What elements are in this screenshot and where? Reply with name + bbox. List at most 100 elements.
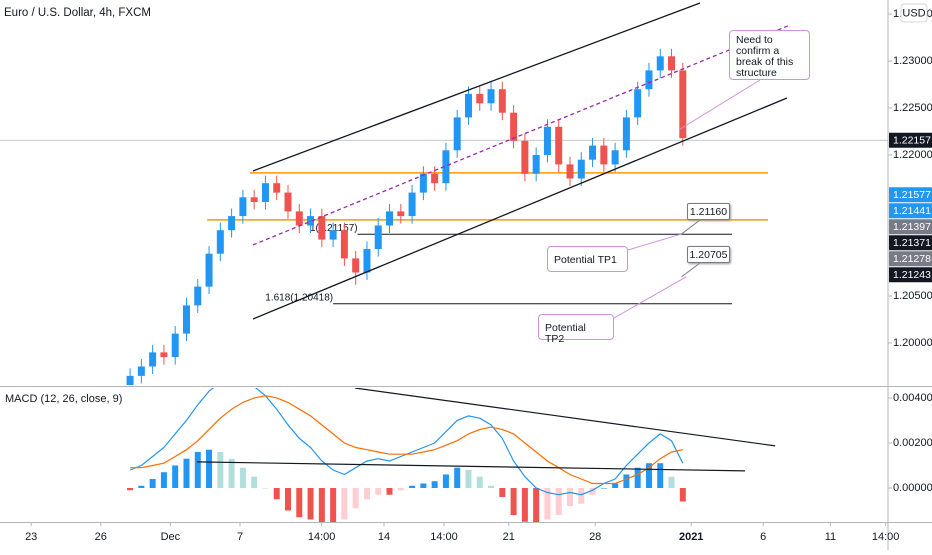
candle-body: [194, 286, 202, 306]
histogram-bar: [510, 487, 517, 516]
histogram-bar: [341, 487, 348, 520]
price-tag: [889, 267, 932, 283]
callout-pointer: [678, 79, 761, 131]
histogram-bar: [612, 483, 619, 488]
candle-body: [386, 211, 394, 226]
candle-body: [577, 159, 585, 179]
candle-body: [634, 89, 642, 118]
histogram-bar: [533, 487, 540, 522]
y-tick-label: 1.20500: [893, 290, 932, 302]
candle-body: [205, 253, 213, 287]
macd-trendline: [197, 461, 745, 472]
candle-body: [453, 117, 461, 151]
candle-body: [589, 145, 597, 160]
currency-label[interactable]: USD: [902, 7, 925, 19]
candle-body: [295, 211, 303, 226]
histogram-bar: [262, 487, 269, 489]
histogram-bar: [623, 474, 630, 488]
histogram-bar: [149, 478, 156, 488]
macd-pane: [127, 388, 776, 522]
histogram-bar: [465, 469, 472, 488]
x-tick-label: 11: [825, 531, 836, 543]
x-tick-label: 14:00: [872, 531, 900, 543]
candle-body: [487, 89, 495, 104]
histogram-bar: [273, 487, 280, 500]
histogram-bar: [600, 487, 607, 489]
candle-body: [566, 164, 574, 179]
x-tick-label: 2021: [679, 531, 703, 543]
histogram-bar: [454, 467, 461, 488]
histogram-bar: [160, 472, 167, 488]
histogram-bar: [138, 485, 145, 488]
histogram-bar: [578, 487, 585, 504]
histogram-bar: [206, 449, 213, 488]
price-tag: [889, 235, 932, 251]
histogram-bar: [330, 487, 337, 522]
candle-body: [239, 197, 247, 217]
x-tick-label: 14:00: [308, 531, 336, 543]
candle-body: [419, 173, 427, 193]
histogram-bar: [228, 458, 235, 488]
candle-body: [273, 183, 281, 193]
candle-body: [216, 230, 224, 254]
callout-box: Need to confirm a break of this structur…: [729, 30, 810, 80]
histogram-bar: [634, 467, 641, 488]
histogram-bar: [476, 476, 483, 488]
candle-body: [645, 70, 653, 90]
price-tag: [889, 251, 932, 267]
x-tick-label: 6: [760, 531, 766, 543]
candle-body: [611, 150, 619, 165]
x-tick-label: 28: [589, 531, 601, 543]
histogram-bar: [420, 483, 427, 488]
callout-box: 1.21160: [687, 203, 730, 220]
candle-body: [307, 216, 315, 226]
candle-body: [555, 126, 563, 165]
callout-box: 1.20705: [687, 246, 730, 263]
candle-body: [464, 93, 472, 118]
signal-line: [130, 395, 683, 485]
candle-body: [171, 333, 179, 358]
histogram-bar: [544, 487, 551, 520]
candle-body: [329, 230, 337, 240]
candle-body: [600, 145, 608, 165]
candle-body: [622, 117, 630, 151]
histogram-bar: [352, 487, 359, 509]
candle-body: [397, 211, 405, 217]
histogram-bar: [296, 487, 303, 518]
histogram-bar: [183, 458, 190, 488]
histogram-bar: [555, 487, 562, 516]
candle-body: [408, 192, 416, 217]
callout-pointer: [681, 262, 701, 278]
callout-pointer: [613, 276, 687, 319]
fib-label: 1(1.21157): [310, 223, 358, 234]
candle-body: [510, 112, 518, 141]
histogram-bar: [397, 487, 404, 491]
candle-body: [679, 70, 687, 139]
histogram-bar: [442, 474, 449, 488]
histogram-bar: [375, 487, 382, 495]
currency-button[interactable]: [900, 3, 928, 23]
price-tag-label: 1.21577: [893, 189, 931, 201]
histogram-bar: [172, 465, 179, 488]
histogram-bar: [409, 485, 416, 488]
price-tag: [889, 187, 932, 203]
macd-trendline: [354, 388, 776, 447]
candle-body: [340, 230, 348, 259]
histogram-bar: [668, 476, 675, 488]
x-tick-label: 14:00: [430, 531, 458, 543]
trendline: [252, 97, 788, 320]
price-tag-label: 1.21278: [893, 253, 931, 265]
histogram-bar: [239, 467, 246, 488]
y-tick-label: 1.22000: [893, 149, 932, 161]
histogram-bar: [679, 487, 686, 502]
candle-body: [442, 150, 450, 184]
candle-body: [182, 305, 190, 334]
histogram-bar: [251, 476, 258, 488]
candle-body: [137, 366, 145, 376]
candle-body: [261, 183, 269, 202]
candle-body: [476, 93, 484, 104]
candle-body: [318, 216, 326, 240]
